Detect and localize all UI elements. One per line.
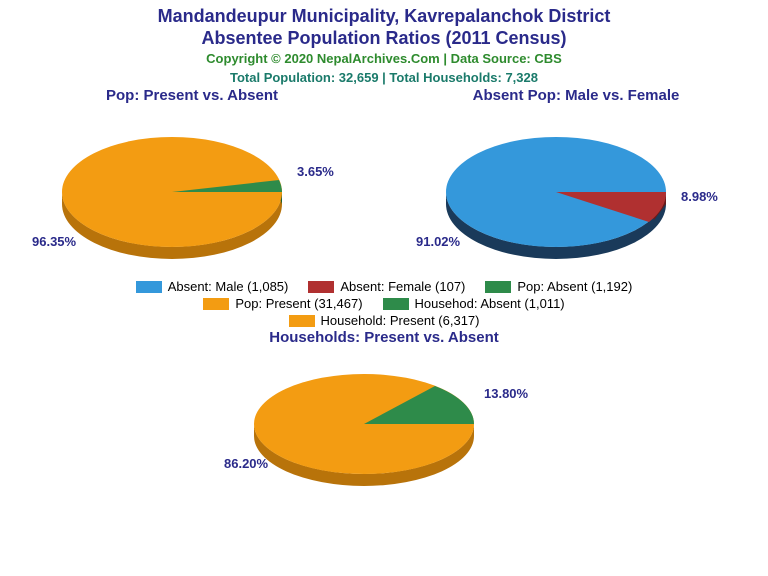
- chart1-pie: 96.35% 3.65%: [12, 104, 372, 274]
- legend-swatch: [136, 281, 162, 293]
- chart1-pct-present: 96.35%: [32, 234, 76, 249]
- chart3-pct-present: 86.20%: [224, 456, 268, 471]
- legend-item: Household: Present (6,317): [289, 313, 480, 328]
- legend-item: Absent: Female (107): [308, 279, 465, 294]
- legend-label: Househod: Absent (1,011): [415, 296, 565, 311]
- copyright-line: Copyright © 2020 NepalArchives.Com | Dat…: [0, 51, 768, 66]
- legend-swatch: [383, 298, 409, 310]
- header-block: Mandandeupur Municipality, Kavrepalancho…: [0, 0, 768, 85]
- top-charts-row: Pop: Present vs. Absent 96.35% 3.65% Abs…: [0, 87, 768, 274]
- legend-label: Absent: Female (107): [340, 279, 465, 294]
- chart3-title: Households: Present vs. Absent: [204, 329, 564, 346]
- chart2-pct-male: 91.02%: [416, 234, 460, 249]
- chart1-pct-absent: 3.65%: [297, 164, 334, 179]
- legend-swatch: [485, 281, 511, 293]
- legend-swatch: [289, 315, 315, 327]
- chart2-title: Absent Pop: Male vs. Female: [396, 87, 756, 104]
- chart3-pct-absent: 13.80%: [484, 386, 528, 401]
- chart1-title: Pop: Present vs. Absent: [12, 87, 372, 104]
- chart-absent-male-female: Absent Pop: Male vs. Female 91.02% 8.98%: [396, 87, 756, 274]
- legend-item: Absent: Male (1,085): [136, 279, 289, 294]
- main-title-line2: Absentee Population Ratios (2011 Census): [0, 28, 768, 50]
- legend-label: Household: Present (6,317): [321, 313, 480, 328]
- chart-pop-present-absent: Pop: Present vs. Absent 96.35% 3.65%: [12, 87, 372, 274]
- legend-label: Absent: Male (1,085): [168, 279, 289, 294]
- legend-swatch: [203, 298, 229, 310]
- chart2-pie: 91.02% 8.98%: [396, 104, 756, 274]
- legend-item: Pop: Absent (1,192): [485, 279, 632, 294]
- chart2-pct-female: 8.98%: [681, 189, 718, 204]
- chart-households: Households: Present vs. Absent 86.20% 13…: [204, 329, 564, 496]
- legend-swatch: [308, 281, 334, 293]
- legend: Absent: Male (1,085) Absent: Female (107…: [104, 278, 664, 329]
- main-title-line1: Mandandeupur Municipality, Kavrepalancho…: [0, 6, 768, 28]
- chart3-pie: 86.20% 13.80%: [204, 346, 564, 496]
- totals-line: Total Population: 32,659 | Total Househo…: [0, 70, 768, 85]
- legend-label: Pop: Absent (1,192): [517, 279, 632, 294]
- legend-item: Pop: Present (31,467): [203, 296, 362, 311]
- legend-label: Pop: Present (31,467): [235, 296, 362, 311]
- legend-item: Househod: Absent (1,011): [383, 296, 565, 311]
